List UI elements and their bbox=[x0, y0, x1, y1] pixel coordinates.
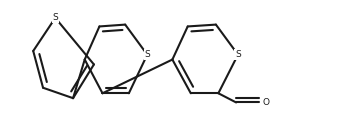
Text: S: S bbox=[52, 13, 58, 22]
Text: O: O bbox=[262, 98, 269, 107]
Text: S: S bbox=[235, 50, 241, 59]
Text: S: S bbox=[144, 50, 150, 59]
